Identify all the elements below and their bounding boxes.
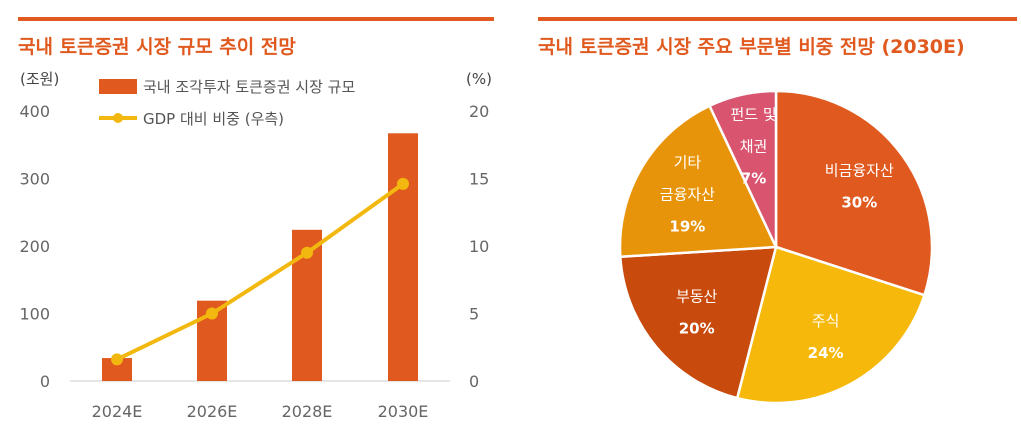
left-tick-label: 400 xyxy=(19,102,50,121)
left-tick-label: 200 xyxy=(19,237,50,256)
x-tick-label: 2026E xyxy=(187,402,238,421)
pie-slice-label: 펀드 및 xyxy=(730,106,776,124)
right-tick-label: 10 xyxy=(469,237,489,256)
legend: 국내 조각투자 토큰증권 시장 규모 GDP 대비 비중 (우측) xyxy=(99,78,355,128)
x-tick-label: 2024E xyxy=(92,402,143,421)
chart-title: 국내 토큰증권 시장 규모 추이 전망 xyxy=(18,36,296,58)
pie-slice-percent: 19% xyxy=(669,218,705,236)
pie-slice xyxy=(618,245,778,400)
legend-line-marker xyxy=(113,113,123,123)
right-tick-label: 0 xyxy=(469,372,479,391)
bar-line-chart: (조원) (%) 국내 조각투자 토큰증권 시장 규모 GDP 대비 비중 (우… xyxy=(19,70,492,421)
left-axis-unit: (조원) xyxy=(20,70,59,88)
bar xyxy=(388,133,418,381)
line-point xyxy=(301,246,313,259)
pie-slice-label: 채권 xyxy=(740,138,768,156)
left-tick-label: 300 xyxy=(19,170,50,189)
right-tick-label: 15 xyxy=(469,170,489,189)
right-tick-label: 20 xyxy=(469,102,489,121)
legend-line-label: GDP 대비 비중 (우측) xyxy=(143,110,284,128)
title-rule xyxy=(18,17,494,21)
line-series-path xyxy=(116,182,405,362)
segment-share-panel: 국내 토큰증권 시장 주요 부문별 비중 전망 (2030E) 비금융자산 30%… xyxy=(520,0,1021,429)
x-tick-label: 2030E xyxy=(378,402,429,421)
line-point xyxy=(111,353,123,366)
pie-slice xyxy=(618,104,778,259)
bar xyxy=(102,358,132,381)
title-rule xyxy=(538,17,1017,21)
pie-slice-percent: 30% xyxy=(841,193,877,211)
pie-slice-percent: 7% xyxy=(741,170,766,188)
pie-slice-label: 금융자산 xyxy=(660,186,715,204)
right-tick-label: 5 xyxy=(469,305,479,324)
pie-slice-label: 비금융자산 xyxy=(825,161,894,179)
chart-title: 국내 토큰증권 시장 주요 부문별 비중 전망 (2030E) xyxy=(538,36,965,58)
pie-slice-percent: 20% xyxy=(679,320,715,338)
pie-slice-percent: 24% xyxy=(808,344,844,362)
right-axis-unit: (%) xyxy=(466,70,492,88)
legend-bar-swatch xyxy=(99,79,137,94)
legend-bar-label: 국내 조각투자 토큰증권 시장 규모 xyxy=(143,78,355,96)
left-tick-label: 0 xyxy=(40,372,50,391)
left-tick-label: 100 xyxy=(19,305,50,324)
market-size-panel: 국내 토큰증권 시장 규모 추이 전망 (조원) (%) 국내 조각투자 토큰증… xyxy=(0,0,510,429)
pie-slice-label: 기타 xyxy=(674,154,702,172)
pie-slice-label: 주식 xyxy=(812,312,840,330)
pie-slice-label: 부동산 xyxy=(676,288,718,306)
x-tick-label: 2028E xyxy=(282,402,333,421)
line-point xyxy=(206,307,218,320)
line-point xyxy=(397,177,409,190)
pie-slice xyxy=(774,89,934,297)
pie-slice xyxy=(707,89,778,248)
pie-slice xyxy=(735,245,926,405)
